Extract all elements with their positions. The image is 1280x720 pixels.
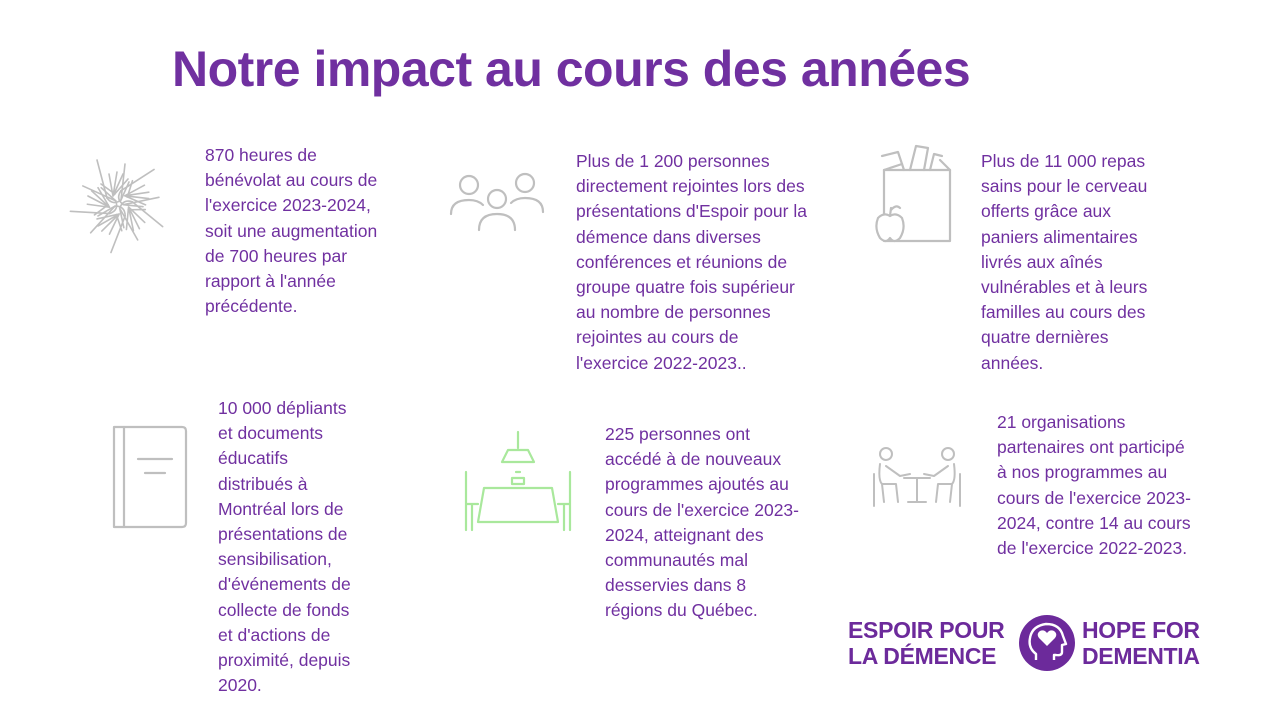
stat-line: Montréal lors de	[218, 498, 344, 519]
stat-line: vulnérables et à leurs	[981, 277, 1148, 298]
dining-table-icon	[464, 430, 572, 532]
stat-line: éducatifs	[218, 448, 289, 469]
grocery-bag-icon	[875, 144, 952, 243]
page-title: Notre impact au cours des années	[172, 41, 971, 97]
meeting-table-icon	[873, 447, 961, 507]
stat-line: 21 organisations	[997, 412, 1126, 432]
stat-line: directement rejointes lors des	[576, 176, 805, 197]
people-group-icon	[449, 172, 545, 232]
stat-line: l'exercice 2022-2023..	[576, 352, 747, 373]
stat-line: démence dans diverses	[576, 226, 761, 247]
stat-line: sensibilisation,	[218, 549, 332, 570]
stat-line: rapport à l'année	[205, 271, 336, 292]
stat-line: présentations de	[218, 524, 348, 545]
stat-line: précédente.	[205, 296, 298, 317]
stat-line: cours de l'exercice 2023-	[997, 487, 1191, 508]
logo-text-en-line1: HOPE FOR	[1082, 617, 1200, 643]
stat-line: présentations d'Espoir pour la	[576, 201, 807, 222]
stat-people-reached: Plus de 1 200 personnes directement rejoi…	[576, 149, 856, 376]
stat-meals: Plus de 11 000 repas sains pour le cervea…	[981, 149, 1211, 376]
stat-line: 870 heures de	[205, 145, 317, 165]
stat-line: familles au cours des	[981, 302, 1146, 323]
stat-line: d'événements de	[218, 574, 351, 595]
stat-new-programs: 225 personnes ont accédé à de nouveaux pro…	[605, 422, 845, 624]
hands-together-icon	[69, 159, 165, 254]
stat-line: proximité, depuis	[218, 650, 351, 671]
stat-volunteer-hours: 870 heures de bénévolat au cours de l'exer…	[205, 143, 425, 319]
stat-line: rejointes au cours de	[576, 327, 739, 348]
stat-line: 2024, contre 14 au cours	[997, 512, 1191, 533]
stat-line: offerts grâce aux	[981, 201, 1112, 222]
book-icon	[112, 425, 188, 529]
logo-text-en-line2: DEMENTIA	[1082, 643, 1200, 669]
stat-line: accédé à de nouveaux	[605, 449, 782, 470]
stat-line: soit une augmentation	[205, 220, 378, 241]
stat-line: sains pour le cerveau	[981, 176, 1148, 197]
stat-line: de l'exercice 2022-2023.	[997, 538, 1188, 559]
stat-line: collecte de fonds	[218, 599, 350, 620]
stat-line: années.	[981, 352, 1044, 373]
stat-line: conférences et réunions de	[576, 251, 788, 272]
stat-line: 10 000 dépliants	[218, 398, 347, 418]
stat-line: 2024, atteignant des	[605, 524, 764, 545]
stat-line: de 700 heures par	[205, 245, 348, 266]
stat-line: 225 personnes ont	[605, 424, 750, 444]
stat-line: bénévolat au cours de	[205, 170, 378, 191]
stat-leaflets: 10 000 dépliants et documents éducatifs dis…	[218, 396, 418, 698]
stat-line: livrés aux aînés	[981, 251, 1103, 272]
stat-line: l'exercice 2023-2024,	[205, 195, 371, 216]
stat-line: et d'actions de	[218, 624, 331, 645]
stat-line: desservies dans 8	[605, 575, 747, 596]
stat-line: quatre dernières	[981, 327, 1109, 348]
stat-line: communautés mal	[605, 550, 748, 571]
stat-line: Plus de 1 200 personnes	[576, 151, 770, 171]
stat-line: au nombre de personnes	[576, 302, 771, 323]
stat-line: et documents	[218, 423, 324, 444]
logo-text-fr-line1: ESPOIR POUR	[848, 617, 1005, 643]
stat-line: cours de l'exercice 2023-	[605, 499, 799, 520]
logo-text-fr-line2: LA DÉMENCE	[848, 643, 997, 669]
stat-line: régions du Québec.	[605, 600, 758, 621]
stat-line: 2020.	[218, 675, 262, 696]
brand-logo: ESPOIR POUR LA DÉMENCE HOPE FOR DEMENTIA	[848, 612, 1228, 676]
stat-partner-orgs: 21 organisations partenaires ont particip…	[997, 410, 1237, 561]
head-heart-icon	[1019, 615, 1075, 671]
stat-line: programmes ajoutés au	[605, 474, 789, 495]
stat-line: Plus de 11 000 repas	[981, 151, 1146, 171]
stat-line: distribués à	[218, 473, 308, 494]
stat-line: groupe quatre fois supérieur	[576, 277, 795, 298]
stat-line: paniers alimentaires	[981, 226, 1138, 247]
stat-line: partenaires ont participé	[997, 437, 1185, 458]
stat-line: à nos programmes au	[997, 462, 1168, 483]
